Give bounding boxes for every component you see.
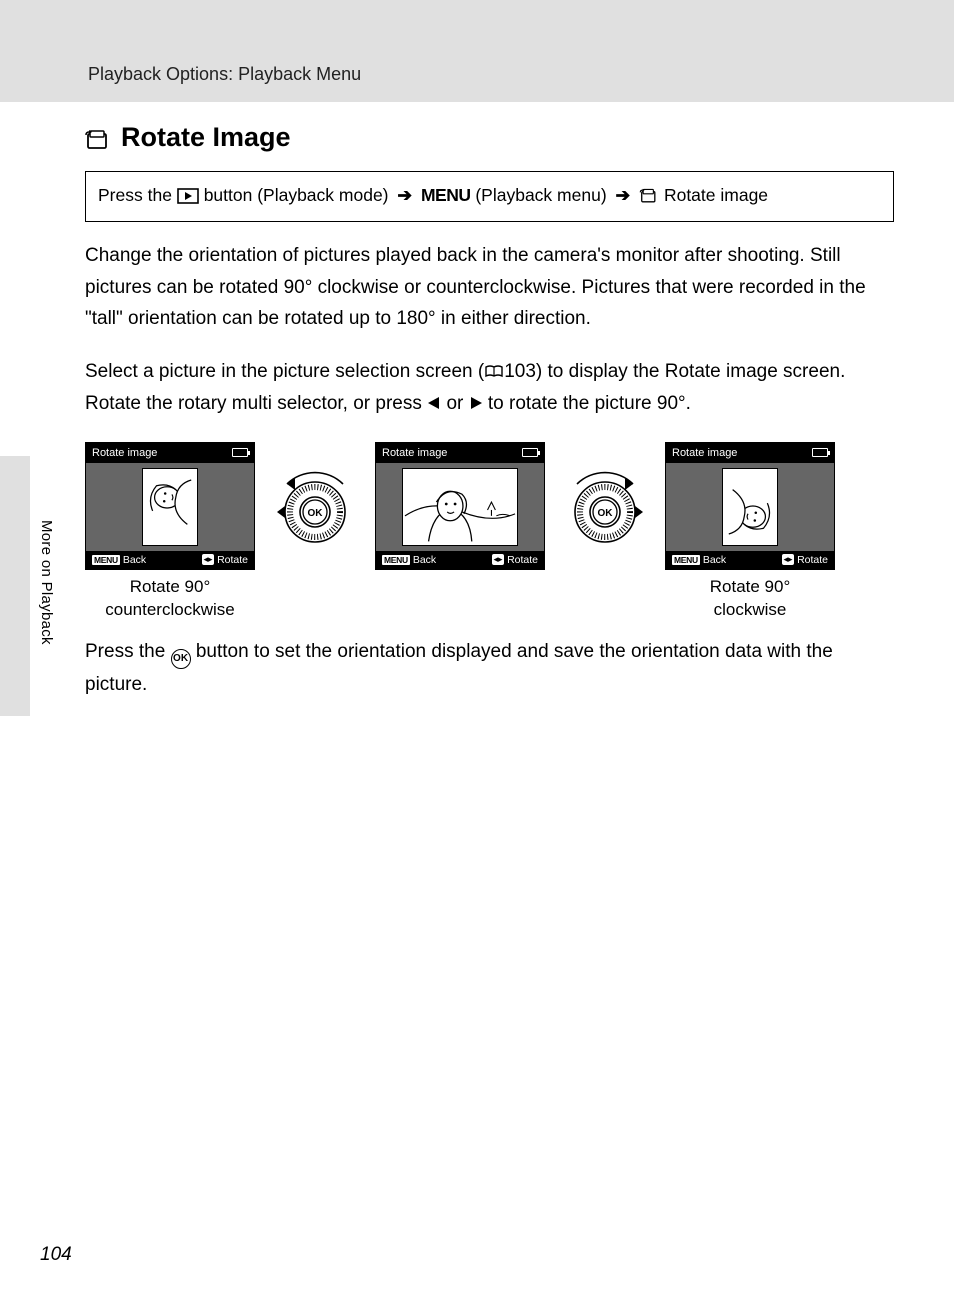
rotate-label: Rotate [217, 554, 248, 566]
screens-row: Rotate image [85, 442, 894, 622]
screen-title: Rotate image [92, 447, 157, 459]
svg-text:OK: OK [308, 508, 324, 519]
menu-chip-icon: MENU [672, 555, 700, 565]
navbox-text: Rotate image [664, 185, 768, 205]
rotate-chip-icon: ◂▸ [202, 554, 214, 565]
text: or [446, 393, 463, 414]
book-ref-icon [484, 361, 504, 382]
navbox-text: (Playback menu) [475, 185, 606, 205]
paragraph-1: Change the orientation of pictures playe… [85, 240, 894, 334]
dial-ccw: OK [267, 442, 363, 550]
paragraph-2: Select a picture in the picture selectio… [85, 356, 894, 420]
back-label: Back [703, 554, 726, 566]
preview-image [142, 468, 198, 546]
rotate-label: Rotate [507, 554, 538, 566]
caption-right: Rotate 90°clockwise [710, 576, 791, 622]
arrow-icon: ➔ [397, 185, 412, 205]
navbox-text: button (Playback mode) [204, 185, 389, 205]
text: Select a picture in the picture selectio… [85, 361, 484, 382]
preview-image [722, 468, 778, 546]
paragraph-3: Press the OK button to set the orientati… [85, 636, 894, 701]
menu-chip-icon: MENU [92, 555, 120, 565]
battery-icon [522, 448, 538, 457]
back-label: Back [413, 554, 436, 566]
battery-icon [812, 448, 828, 457]
left-triangle-icon [427, 389, 441, 420]
page-title: Rotate Image [85, 122, 894, 153]
heading-text: Rotate Image [121, 122, 291, 153]
playback-button-icon [177, 188, 204, 208]
navigation-path-box: Press the button (Playback mode) ➔ MENU … [85, 171, 894, 222]
rotate-chip-icon: ◂▸ [492, 554, 504, 565]
side-label: More on Playback [38, 520, 55, 645]
page-number: 104 [40, 1244, 72, 1266]
screen-title: Rotate image [382, 447, 447, 459]
menu-label: MENU [421, 185, 471, 205]
rotate-label: Rotate [797, 554, 828, 566]
rotate-chip-icon: ◂▸ [782, 554, 794, 565]
svg-text:OK: OK [598, 508, 614, 519]
arrow-icon: ➔ [616, 185, 631, 205]
menu-chip-icon: MENU [382, 555, 410, 565]
ok-button-icon: OK [171, 649, 191, 669]
right-triangle-icon [469, 389, 483, 420]
camera-screen-center: Rotate image [375, 442, 545, 570]
rotate-image-icon [85, 127, 111, 149]
text: Press the [85, 641, 165, 662]
text: to rotate the picture 90°. [488, 393, 691, 414]
caption-left: Rotate 90°counterclockwise [105, 576, 234, 622]
battery-icon [232, 448, 248, 457]
screen-title: Rotate image [672, 447, 737, 459]
side-tab [0, 456, 30, 716]
preview-image [402, 468, 518, 546]
back-label: Back [123, 554, 146, 566]
camera-screen-left: Rotate image [85, 442, 255, 570]
text: button to set the orientation displayed … [85, 641, 833, 695]
camera-screen-right: Rotate image [665, 442, 835, 570]
navbox-text: Press the [98, 185, 172, 205]
dial-cw: OK [557, 442, 653, 550]
rotate-image-icon [639, 188, 664, 208]
